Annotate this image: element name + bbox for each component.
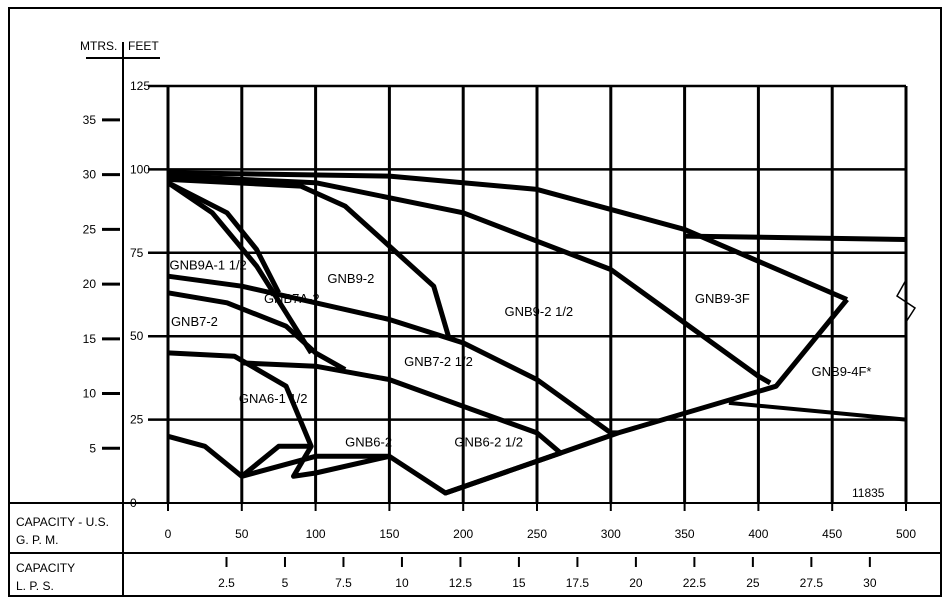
lps-tick-label: 25: [746, 576, 760, 590]
series-label: GNB6-2: [345, 434, 392, 449]
lps-tick-label: 2.5: [218, 576, 235, 590]
feet-tick-label: 125: [130, 79, 150, 93]
grid: [148, 84, 908, 504]
gpm-tick-label: 500: [896, 527, 916, 541]
lps-tick-label: 12.5: [449, 576, 473, 590]
lower-limit-line: [728, 400, 907, 422]
feet-tick-label: 75: [130, 246, 144, 260]
feet-tick-label: 50: [130, 329, 144, 343]
series-line: [167, 170, 848, 302]
gpm-tick-label: 250: [527, 527, 547, 541]
meters-tick-label: 20: [83, 277, 97, 291]
series-label: GNB7A-2: [264, 291, 320, 306]
lps-tick-label: 17.5: [566, 576, 590, 590]
gpm-tick-label: 400: [748, 527, 768, 541]
gpm-tick-label: 450: [822, 527, 842, 541]
lps-label-line-2: L. P. S.: [16, 579, 54, 593]
gpm-tick-label: 0: [165, 527, 172, 541]
series-label: GNB7-2: [171, 314, 218, 329]
lps-tick-label: 30: [863, 576, 877, 590]
series-label: GNA6-1 1/2: [239, 391, 308, 406]
axis-break-mark: [896, 279, 917, 323]
series-labels: GNA6-1 1/2 GNB6-2 GNB6-2 1/2 GNB7-2 GNB7A-2 G…: [169, 257, 871, 449]
series-line: [167, 173, 772, 386]
lps-tick-label: 22.5: [683, 576, 707, 590]
lps-tick-label: 5: [282, 576, 289, 590]
lps-tick-label: 10: [395, 576, 409, 590]
gpm-label-line-1: CAPACITY - U.S.: [16, 515, 109, 529]
feet-tick-label: 100: [130, 162, 150, 176]
meters-tick-label: 30: [83, 168, 97, 182]
gpm-label-line-2: G. P. M.: [16, 533, 58, 547]
gpm-tick-label: 150: [379, 527, 399, 541]
lps-tick-label: 15: [512, 576, 526, 590]
feet-axis-label: FEET: [128, 39, 159, 53]
ticks: 0 50 100 150 200 250 300 350 400 450 500 0 25 50 75 100…: [83, 79, 917, 590]
feet-tick-label: 0: [130, 496, 137, 510]
reference-number: 11835: [852, 486, 885, 500]
gpm-tick-label: 50: [235, 527, 249, 541]
meters-tick-label: 25: [83, 222, 97, 236]
series-label: GNB7-2 1/2: [404, 354, 473, 369]
series-line: [167, 273, 619, 436]
series-line: [166, 180, 314, 355]
gpm-tick-label: 100: [306, 527, 326, 541]
meters-tick-label: 15: [83, 332, 97, 346]
series-label: GNB9-2 1/2: [505, 304, 574, 319]
series-line: [241, 360, 564, 496]
envelope-line: [241, 297, 849, 496]
series-line: [167, 290, 347, 372]
series-lines: [166, 170, 907, 496]
gpm-tick-label: 200: [453, 527, 473, 541]
series-label: GNB9-3F: [695, 291, 750, 306]
series-label: GNB9-4F*: [812, 364, 872, 379]
meters-tick-label: 5: [89, 441, 96, 455]
series-label: GNB9A-1 1/2: [169, 257, 246, 272]
feet-tick-label: 25: [130, 413, 144, 427]
meters-tick-label: 10: [83, 387, 97, 401]
series-line: [166, 180, 281, 294]
series-label: GNB9-2: [327, 271, 374, 286]
lps-label-line-1: CAPACITY: [16, 561, 75, 575]
meters-axis-label: MTRS.: [80, 39, 117, 53]
lps-tick-label: 20: [629, 576, 643, 590]
series-line: [167, 176, 451, 337]
lps-tick-label: 7.5: [335, 576, 352, 590]
chart-border: [8, 7, 942, 597]
series-line: [167, 350, 390, 479]
series-line: [684, 233, 907, 242]
gpm-tick-label: 300: [601, 527, 621, 541]
series-line: [167, 433, 312, 479]
lps-tick-label: 27.5: [800, 576, 824, 590]
meters-tick-label: 35: [83, 113, 97, 127]
gpm-tick-label: 350: [675, 527, 695, 541]
series-label: GNB6-2 1/2: [454, 434, 523, 449]
